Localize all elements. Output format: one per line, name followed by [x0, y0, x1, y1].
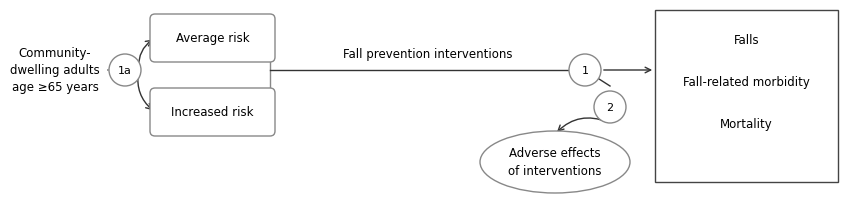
Text: Mortality: Mortality	[720, 118, 773, 131]
Text: 2: 2	[606, 102, 614, 112]
Ellipse shape	[109, 55, 141, 87]
Text: Increased risk: Increased risk	[171, 106, 254, 119]
Text: Community-
dwelling adults
age ≥65 years: Community- dwelling adults age ≥65 years	[10, 47, 100, 94]
Text: Adverse effects
of interventions: Adverse effects of interventions	[508, 147, 602, 178]
Text: Falls: Falls	[734, 34, 759, 47]
Bar	[655, 11, 838, 182]
Ellipse shape	[569, 55, 601, 87]
Text: 1: 1	[581, 66, 588, 76]
Text: Fall prevention interventions: Fall prevention interventions	[343, 48, 513, 61]
FancyBboxPatch shape	[150, 89, 275, 136]
Text: Average risk: Average risk	[176, 32, 249, 45]
Ellipse shape	[594, 92, 626, 123]
Text: 1a: 1a	[118, 66, 132, 76]
Text: Fall-related morbidity: Fall-related morbidity	[683, 76, 810, 89]
Ellipse shape	[480, 131, 630, 193]
FancyBboxPatch shape	[150, 15, 275, 63]
